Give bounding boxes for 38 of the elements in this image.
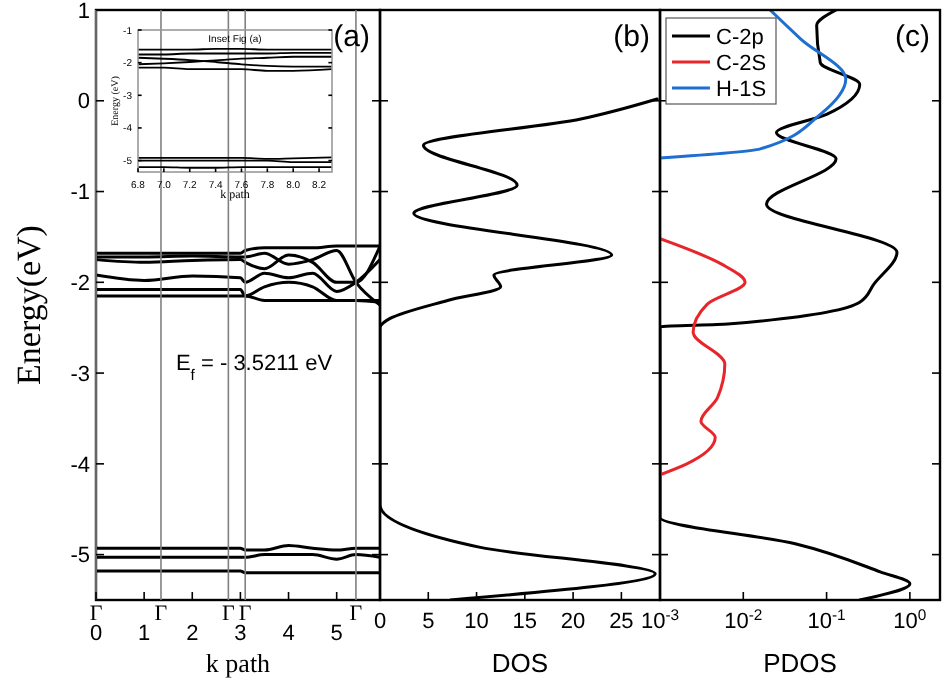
x-tick-label: 10$^{-3}$ bbox=[640, 605, 680, 634]
annotation: (a) bbox=[333, 20, 370, 54]
x-tick-label: 5 bbox=[330, 622, 343, 646]
ref-line-label: Γ bbox=[222, 602, 235, 626]
legend-label: C-2S bbox=[716, 52, 767, 76]
x-tick-label: 2 bbox=[186, 622, 199, 646]
ref-line-label: Γ bbox=[349, 602, 363, 626]
y-tick-label: -5 bbox=[70, 544, 90, 569]
legend-label: H-1S bbox=[716, 78, 767, 102]
x-tick-label: 15 bbox=[512, 610, 538, 634]
x-tick-label: 20 bbox=[560, 610, 586, 634]
x-tick-label: 10$^{-2}$ bbox=[724, 605, 763, 634]
x-tick-label: 10$^{0}$ bbox=[893, 605, 927, 634]
ref-line-label: Γ bbox=[89, 602, 103, 626]
y-axis-title: Energy(eV) bbox=[10, 225, 48, 385]
x-tick-label: 10$^{-1}$ bbox=[807, 605, 846, 634]
x-axis-title: PDOS bbox=[763, 648, 838, 678]
x-axis-title: DOS bbox=[491, 648, 549, 678]
y-tick-label: -1 bbox=[70, 181, 90, 206]
y-tick-label: -3 bbox=[70, 362, 90, 387]
x-tick-label: 25 bbox=[609, 610, 634, 634]
annotation: (c) bbox=[895, 20, 930, 54]
x-tick-label: 5 bbox=[422, 610, 435, 634]
y-tick-label: 0 bbox=[77, 90, 90, 115]
x-tick-label: 1 bbox=[138, 622, 151, 646]
x-axis-title: k path bbox=[205, 648, 272, 678]
ref-line-label: Γ bbox=[154, 602, 168, 626]
legend-label: C-2p bbox=[716, 26, 764, 50]
y-tick-label: -4 bbox=[70, 453, 90, 478]
x-tick-label: 4 bbox=[282, 622, 295, 646]
annotation: E$_{f}$ = - 3.5211 eV bbox=[175, 351, 334, 383]
x-tick-label: 0 bbox=[373, 610, 387, 634]
y-tick-label: 1 bbox=[77, 0, 90, 24]
annotation: (b) bbox=[613, 20, 650, 54]
ref-line-label: Γ bbox=[238, 602, 252, 626]
x-tick-label: 3 bbox=[234, 622, 247, 646]
y-tick-label: -2 bbox=[70, 272, 90, 297]
x-tick-label: 10 bbox=[464, 610, 489, 634]
